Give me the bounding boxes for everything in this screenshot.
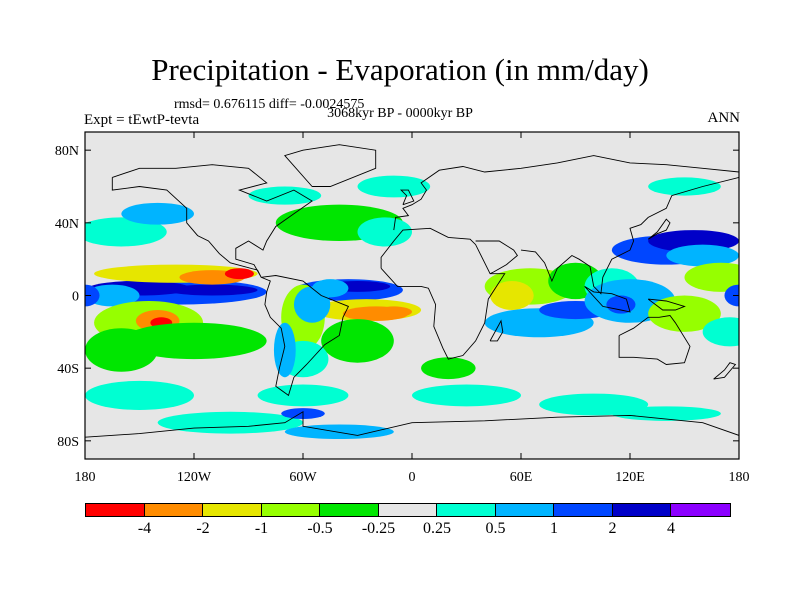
lat-tick-label: 40N [55, 217, 79, 232]
map-title: Precipitation - Evaporation (in mm/day) [151, 52, 649, 87]
coastline [618, 315, 691, 365]
lat-tick-label: 40S [57, 362, 79, 377]
coastline [647, 298, 686, 311]
coastline [520, 176, 739, 295]
lon-tick-label: 120W [177, 470, 212, 485]
coastline [283, 144, 377, 187]
lon-tick-label: 180 [729, 470, 750, 485]
lon-tick-label: 180 [75, 470, 96, 485]
colorbar-box [86, 504, 145, 516]
colorbar-box [203, 504, 262, 516]
coastline [111, 164, 350, 397]
colorbar [85, 503, 731, 517]
pme-field-layer [85, 175, 739, 440]
colorbar-box [554, 504, 613, 516]
field-contour [166, 284, 258, 296]
colorbar-label: 0.25 [423, 520, 451, 537]
field-contour [85, 328, 158, 372]
coastline [380, 227, 506, 360]
coastline [489, 319, 504, 342]
lon-tick-label: 60E [510, 470, 533, 485]
field-contour [666, 244, 739, 267]
coastline [400, 189, 415, 206]
field-contour [648, 177, 721, 196]
field-contour [284, 424, 394, 440]
lon-tick-label: 120E [615, 470, 645, 485]
field-contour [85, 284, 140, 307]
lat-tick-label: 80N [55, 144, 79, 159]
colorbar-box [261, 504, 320, 516]
field-contour [357, 217, 412, 247]
field-contour [224, 268, 254, 280]
field-contour [248, 186, 322, 205]
field-contour [490, 280, 534, 311]
field-contour [412, 384, 521, 407]
colorbar-label: -2 [196, 520, 210, 537]
season-label: ANN [707, 110, 741, 126]
field-contour [273, 322, 296, 378]
colorbar-label: 2 [608, 520, 617, 537]
field-contour [724, 284, 739, 307]
coastline [647, 218, 671, 240]
colorbar-label: 4 [667, 520, 675, 537]
colorbar-label: 0.5 [485, 520, 506, 537]
colorbar-box [437, 504, 496, 516]
field-contour [85, 380, 194, 410]
field-contour [121, 202, 194, 225]
coastline [85, 411, 739, 438]
field-contour [648, 295, 721, 332]
colorbar-box [144, 504, 203, 516]
field-contour [85, 284, 100, 307]
map-axes: 80N 40N 0 40S 80S 180 120W 60W 0 60E 120E 180 [55, 132, 750, 485]
field-contour [85, 217, 167, 247]
colorbar-box [495, 504, 554, 516]
colorbar-label: -1 [254, 520, 269, 537]
field-contour [611, 406, 721, 421]
coastline [475, 240, 519, 275]
colorbar-box [378, 504, 437, 516]
colorbar-box [612, 504, 671, 516]
field-contour [357, 175, 431, 198]
field-contour [684, 262, 739, 292]
colorbar-label: -0.25 [361, 520, 396, 537]
field-contour [375, 306, 413, 318]
field-contour [702, 317, 739, 347]
colorbar-label: -4 [137, 520, 152, 537]
lat-tick-label: 0 [72, 290, 79, 305]
field-contour [321, 319, 394, 363]
field-contour [421, 357, 476, 380]
field-contour [257, 384, 349, 407]
coastline-layer [85, 144, 739, 438]
coastline [393, 155, 739, 231]
lon-tick-label: 0 [409, 470, 416, 485]
period-label: 3068kyr BP - 0000kyr BP [327, 106, 473, 121]
colorbar-box [320, 504, 379, 516]
colorbar-label: -0.5 [307, 520, 333, 537]
field-contour [293, 286, 331, 323]
field-contour [606, 295, 636, 314]
coastline [713, 362, 737, 380]
lon-tick-label: 60W [289, 470, 317, 485]
stats-subtitle: rmsd= 0.676115 diff= -0.0024575 [174, 97, 365, 112]
coastline [584, 286, 631, 313]
colorbar-box [671, 504, 730, 516]
experiment-label: Expt = tEwtP-tevta [84, 112, 200, 128]
lat-tick-label: 80S [57, 435, 79, 450]
colorbar-label: 1 [550, 520, 558, 537]
